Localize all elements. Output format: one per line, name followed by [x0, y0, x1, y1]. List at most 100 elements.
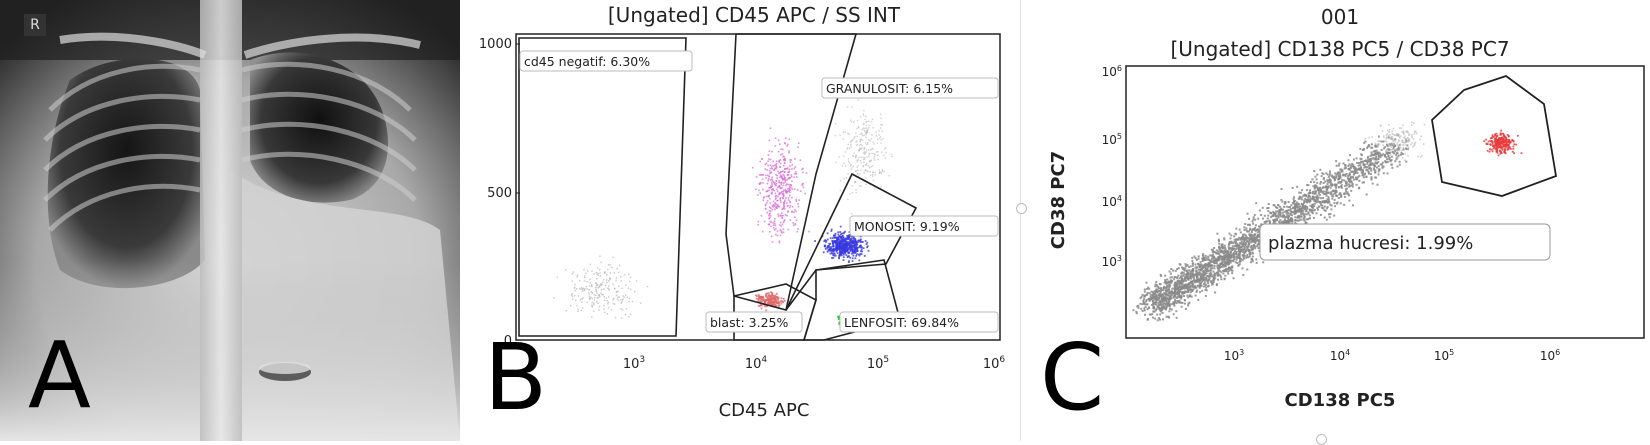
event-dot — [1215, 251, 1218, 254]
event-dot — [768, 172, 771, 175]
event-dot — [786, 191, 789, 193]
gate-cd45-negatif[interactable] — [518, 37, 687, 337]
event-dot — [839, 236, 842, 239]
event-dot — [791, 168, 793, 170]
event-dot — [1196, 289, 1199, 292]
event-dot — [776, 296, 779, 299]
event-dot — [828, 248, 831, 251]
event-dot — [1220, 258, 1223, 261]
event-dot — [767, 178, 770, 180]
event-dot — [847, 198, 849, 200]
event-dot — [838, 244, 841, 247]
event-dot — [1231, 259, 1233, 262]
event-dot — [593, 302, 595, 304]
event-dot — [823, 240, 826, 242]
event-dot — [1372, 168, 1375, 171]
event-dot — [1365, 176, 1368, 178]
event-dot — [777, 304, 779, 307]
event-dot — [1320, 189, 1322, 192]
event-dot — [1377, 173, 1380, 176]
event-dot — [1334, 178, 1337, 181]
event-dot — [836, 238, 839, 241]
event-dot — [1282, 220, 1285, 223]
event-dot — [765, 190, 768, 193]
event-dot — [1363, 181, 1365, 184]
event-dot — [1240, 246, 1243, 249]
event-dot — [1306, 199, 1309, 202]
event-dot — [1311, 178, 1314, 181]
event-dot — [1213, 267, 1216, 270]
event-dot — [1187, 289, 1190, 292]
event-dot — [597, 286, 599, 289]
event-dot — [1260, 223, 1263, 226]
event-dot — [1201, 273, 1204, 276]
event-dot — [1209, 267, 1212, 270]
event-dot — [611, 266, 613, 269]
event-dot — [1178, 277, 1181, 280]
event-dot — [839, 241, 842, 244]
event-dot — [849, 238, 852, 240]
event-dot — [774, 145, 777, 147]
event-dot — [580, 309, 583, 311]
event-dot — [1235, 248, 1238, 251]
event-dot — [1217, 268, 1220, 271]
event-dot — [1238, 253, 1241, 255]
gate-lenfosit[interactable] — [802, 259, 901, 341]
event-dot — [1223, 270, 1226, 272]
event-dot — [609, 279, 611, 281]
event-dot — [1211, 281, 1214, 284]
event-dot — [854, 241, 857, 244]
event-dot — [1227, 250, 1230, 253]
event-dot — [868, 149, 870, 151]
event-dot — [1205, 286, 1208, 289]
event-dot — [1348, 168, 1351, 171]
event-dot — [1189, 280, 1192, 283]
event-dot — [1243, 254, 1246, 257]
event-dot — [773, 189, 776, 192]
divider-handle[interactable] — [1016, 203, 1027, 214]
event-dot — [856, 249, 859, 252]
event-dot — [782, 201, 785, 204]
event-dot — [1339, 192, 1342, 194]
event-dot — [1337, 164, 1340, 167]
event-dot — [765, 174, 767, 177]
event-dot — [591, 285, 593, 288]
event-dot — [874, 171, 877, 174]
event-dot — [1252, 222, 1255, 225]
event-dot — [839, 253, 841, 256]
event-dot — [1357, 168, 1360, 170]
event-dot — [1405, 160, 1408, 163]
event-dot — [1313, 199, 1316, 202]
event-dot — [1171, 292, 1174, 295]
event-dot — [788, 170, 790, 173]
event-dot — [1208, 272, 1211, 275]
event-dot — [776, 200, 778, 202]
event-dot — [768, 295, 771, 297]
event-dot — [847, 132, 849, 135]
event-dot — [1370, 163, 1373, 166]
event-dot — [836, 252, 839, 254]
event-dot — [1189, 276, 1192, 279]
event-dot — [1153, 303, 1156, 305]
event-dot — [1147, 307, 1150, 309]
event-dot — [1219, 266, 1222, 269]
plot-title: [Ungated] CD45 APC / SS INT — [608, 3, 901, 27]
event-dot — [1281, 200, 1284, 203]
event-dot — [1166, 282, 1169, 285]
event-dot — [766, 169, 768, 171]
event-dot — [848, 252, 850, 255]
event-dot — [1331, 175, 1334, 178]
event-dot — [1220, 261, 1223, 264]
event-dot — [1279, 212, 1282, 215]
event-dot — [780, 302, 783, 305]
event-dot — [776, 234, 779, 237]
gate-monosit[interactable] — [785, 172, 918, 311]
event-dot — [1255, 239, 1258, 242]
event-dot — [1358, 179, 1361, 182]
event-dot — [1394, 140, 1397, 143]
event-dot — [1325, 172, 1328, 175]
event-dot — [621, 309, 624, 311]
event-dot — [1161, 305, 1164, 308]
event-dot — [1347, 167, 1350, 170]
event-dot — [1170, 268, 1173, 270]
